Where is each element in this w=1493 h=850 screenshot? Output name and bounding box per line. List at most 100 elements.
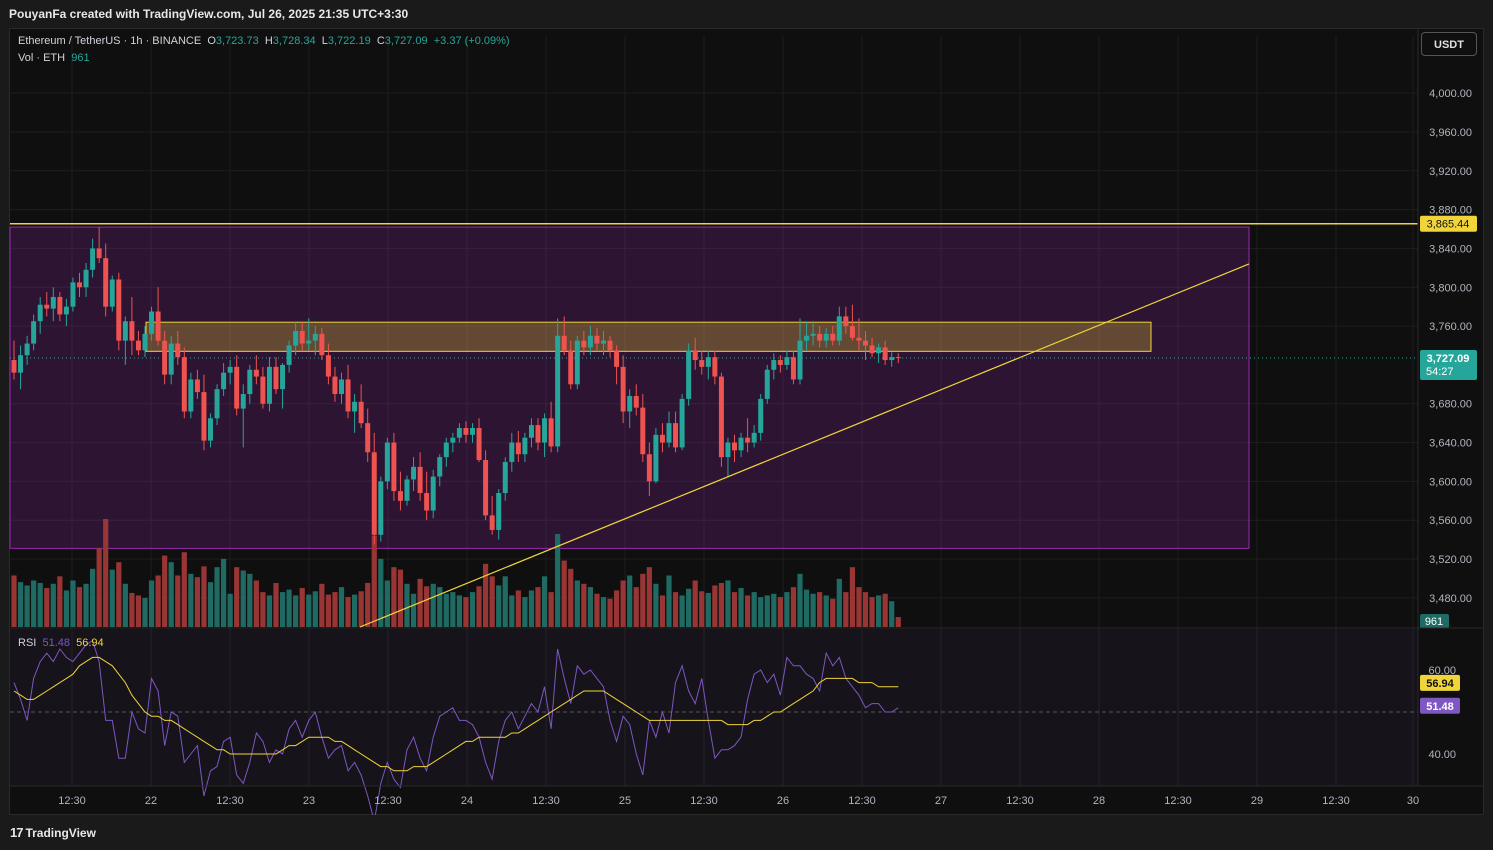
volume-bar xyxy=(692,580,698,627)
candle-body xyxy=(411,466,417,480)
price-tick-label: 3,960.00 xyxy=(1429,127,1472,139)
candle xyxy=(797,318,803,385)
candle-body xyxy=(686,350,692,399)
time-tick-label: 12:30 xyxy=(848,795,876,807)
time-tick-label: 12:30 xyxy=(532,795,560,807)
candle xyxy=(450,432,456,453)
volume-label: 961 xyxy=(1425,616,1443,628)
volume-bar xyxy=(777,597,783,627)
price-tick-label: 3,680.00 xyxy=(1429,399,1472,411)
candle-body xyxy=(614,350,620,367)
time-tick-label: 28 xyxy=(1093,795,1105,807)
volume-bar xyxy=(24,585,30,627)
candle-body xyxy=(745,437,751,443)
time-axis[interactable]: 12:30 22 12:30 23 12:30 24 12:30 25 12:30 26 12:30… xyxy=(58,795,1419,807)
range-box[interactable] xyxy=(9,226,1250,549)
time-tick-label: 12:30 xyxy=(1322,795,1350,807)
candle-body xyxy=(673,423,679,448)
candle-body xyxy=(437,457,443,477)
candle xyxy=(574,335,580,390)
symbol-name[interactable]: Ethereum / TetherUS · 1h · BINANCE xyxy=(18,35,202,47)
candle xyxy=(162,330,168,385)
candle-body xyxy=(214,389,220,419)
candle-body xyxy=(31,321,37,344)
candle-body xyxy=(718,376,724,458)
tradingview-logo[interactable]: 17 TradingView xyxy=(10,825,96,840)
candle xyxy=(810,321,816,346)
candle xyxy=(876,343,882,363)
volume-bar xyxy=(587,587,593,627)
price-tick-label: 3,920.00 xyxy=(1429,166,1472,178)
candle xyxy=(443,437,449,467)
candle-body xyxy=(496,493,502,530)
volume-bar xyxy=(607,598,613,627)
candle xyxy=(476,418,482,462)
candle-body xyxy=(659,434,665,443)
tradingview-logo-icon: 17 xyxy=(10,825,24,840)
symbol-legend[interactable]: Ethereum / TetherUS · 1h · BINANCE O3,72… xyxy=(18,35,510,47)
candle-body xyxy=(705,357,711,367)
candle xyxy=(96,227,102,263)
volume-bar xyxy=(338,587,345,627)
candle-body xyxy=(293,330,299,346)
volume-bar xyxy=(699,591,705,627)
time-tick-label: 12:30 xyxy=(58,795,86,807)
price-tick-label: 3,760.00 xyxy=(1429,321,1472,333)
candle xyxy=(31,314,37,351)
candle-body xyxy=(456,428,462,438)
candle-body xyxy=(142,333,148,351)
candle-body xyxy=(365,423,371,453)
candle xyxy=(515,430,521,462)
volume-bar xyxy=(50,583,56,627)
time-tick-label: 27 xyxy=(935,795,947,807)
candle-body xyxy=(836,316,842,341)
volume-bar xyxy=(227,593,233,627)
candle xyxy=(817,326,823,348)
candle-body xyxy=(83,269,89,288)
candle-body xyxy=(345,379,351,412)
current-price-label: 3,727.09 xyxy=(1427,353,1470,365)
volume-bar xyxy=(528,590,535,627)
candle xyxy=(188,372,194,419)
volume-bar xyxy=(862,592,869,627)
candle xyxy=(332,366,338,402)
volume-bar xyxy=(496,585,502,627)
candle-body xyxy=(627,395,633,412)
volume-bar xyxy=(463,597,469,627)
candle-body xyxy=(299,330,305,344)
candle xyxy=(522,432,528,462)
candle xyxy=(509,432,515,472)
candle-body xyxy=(273,366,279,390)
trendline[interactable] xyxy=(359,263,1250,628)
candle-body xyxy=(804,335,810,341)
candle xyxy=(614,345,620,385)
currency-button[interactable]: USDT xyxy=(1421,32,1477,56)
volume-bar xyxy=(600,597,607,627)
price-axis[interactable]: 4,000.00 3,960.00 3,920.00 3,880.00 3,840.00… xyxy=(1429,88,1472,605)
volume-bar xyxy=(293,595,299,627)
volume-legend[interactable]: Vol · ETH 961 xyxy=(18,52,90,64)
candle xyxy=(181,347,187,419)
candle-body xyxy=(574,340,580,385)
candle xyxy=(168,335,174,385)
candle-body xyxy=(895,357,901,359)
candle xyxy=(253,355,259,385)
time-tick-label: 12:30 xyxy=(690,795,718,807)
candle xyxy=(790,350,796,385)
candle xyxy=(594,328,600,351)
volume-bar xyxy=(731,592,738,627)
candle-body xyxy=(817,333,823,341)
candle-body xyxy=(502,461,508,494)
volume-bar xyxy=(188,573,194,627)
rsi-ma-line xyxy=(13,656,899,772)
low-value: 3,722.19 xyxy=(327,35,371,47)
time-tick-label: 12:30 xyxy=(216,795,244,807)
time-tick-label: 12:30 xyxy=(1164,795,1192,807)
rsi-axis[interactable]: 60.00 40.00 xyxy=(1428,665,1456,761)
candle xyxy=(758,394,764,441)
rsi-legend[interactable]: RSI 51.48 56.94 xyxy=(18,637,104,649)
candle-body xyxy=(542,418,548,443)
candle-body xyxy=(122,321,128,341)
candle xyxy=(306,318,312,351)
